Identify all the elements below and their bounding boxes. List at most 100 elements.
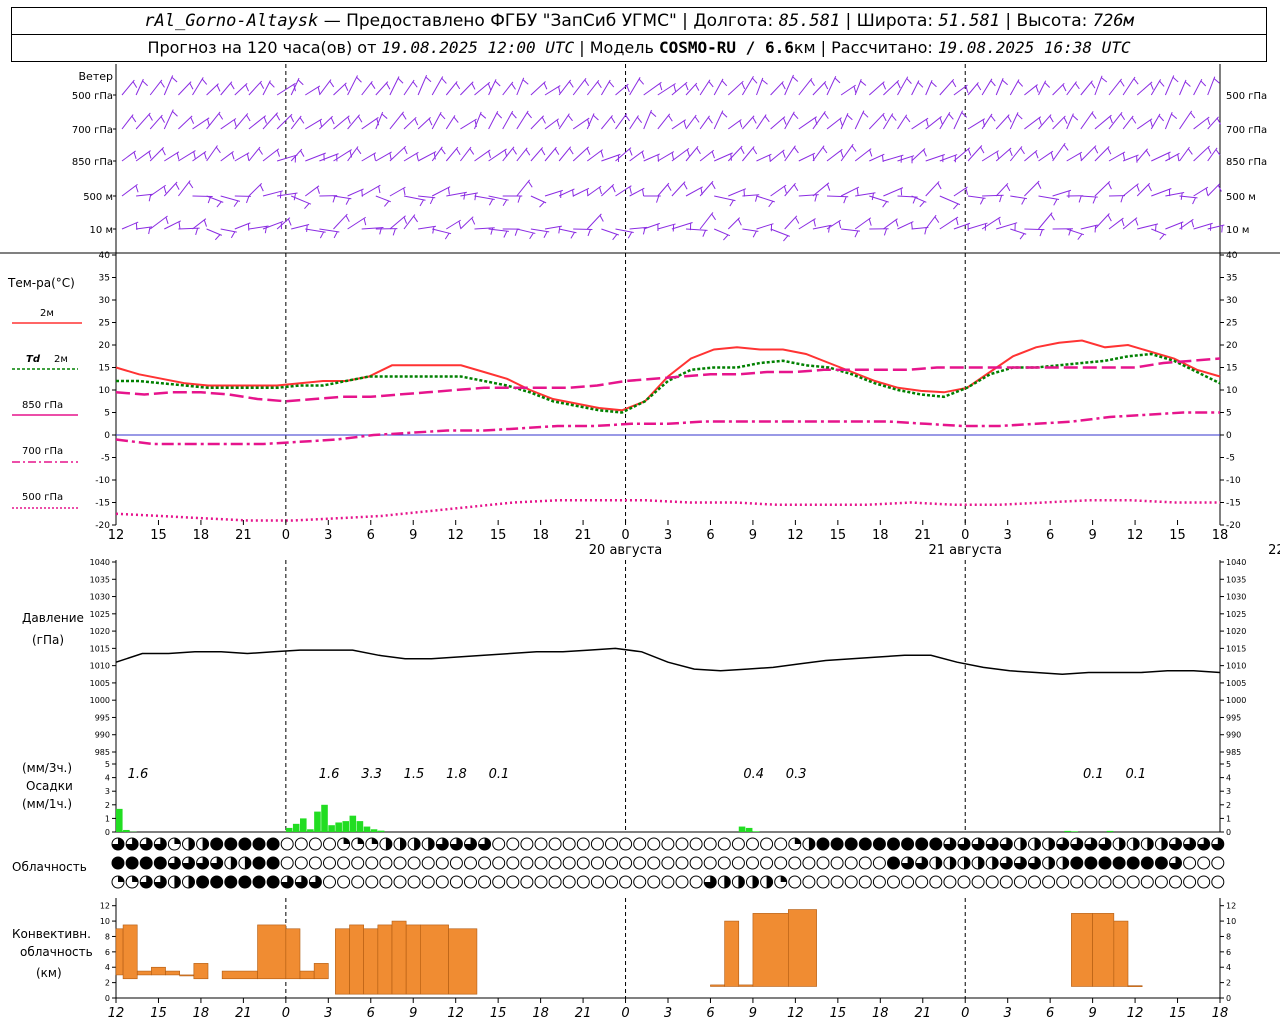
wind-barb-4-61 bbox=[981, 216, 1001, 230]
precip-bar-10 bbox=[335, 822, 342, 832]
cloud-circle-1-41 bbox=[689, 856, 703, 870]
wind-barb-2-47 bbox=[784, 145, 796, 162]
wind-barb-2-18 bbox=[375, 151, 392, 162]
precip-3h-value-2: 3.3 bbox=[361, 767, 382, 782]
cloud-circle-1-2 bbox=[139, 856, 153, 870]
bottom-time-label-26: 18 bbox=[1212, 1006, 1229, 1021]
conv-tick-label-right-2: 4 bbox=[1226, 963, 1231, 972]
cloud-circle-1-78 bbox=[1211, 856, 1225, 870]
conv-bar-3 bbox=[151, 966, 166, 976]
wind-barb-0-33 bbox=[586, 80, 600, 96]
temp-series-0 bbox=[115, 339, 1221, 412]
wind-barb-1-67 bbox=[1066, 113, 1074, 130]
bottom-time-label-2: 18 bbox=[193, 1006, 210, 1021]
wind-barb-2-63 bbox=[1009, 146, 1023, 162]
wind-barb-0-20 bbox=[403, 79, 415, 96]
wind-barb-3-23 bbox=[446, 191, 467, 197]
prec-tick-label-right-2: 2 bbox=[1226, 801, 1231, 810]
pres-tick-label-left-1: 990 bbox=[95, 731, 110, 740]
cloud-circle-1-73 bbox=[1140, 856, 1154, 870]
wind-barb-3-61 bbox=[982, 194, 1004, 197]
wind-barb-flag-1-4 bbox=[190, 117, 195, 124]
cloud-circle-2-40 bbox=[675, 875, 689, 889]
wind-level-left-3: 500 м bbox=[83, 192, 113, 203]
cloud-circle-2-9 bbox=[238, 875, 252, 889]
wind-barb-flag-2-47 bbox=[793, 147, 799, 154]
wind-barb-1-0 bbox=[121, 114, 134, 130]
conv-tick-label-right-6: 12 bbox=[1226, 902, 1236, 911]
temp-tick-label-right-12: 40 bbox=[1226, 251, 1238, 261]
wind-barb-1-46 bbox=[770, 116, 786, 130]
bottom-time-label-23: 9 bbox=[1088, 1006, 1096, 1021]
wind-barb-0-19 bbox=[389, 76, 400, 96]
wind-barb-1-27 bbox=[502, 110, 514, 130]
precip-3h-value-9: 0.1 bbox=[1126, 767, 1147, 782]
wind-barb-1-10 bbox=[262, 112, 278, 130]
wind-barb-1-75 bbox=[1179, 110, 1193, 130]
wind-barb-flag-0-5 bbox=[201, 78, 208, 85]
pres-tick-label-right-5: 1010 bbox=[1226, 662, 1246, 671]
wind-barb-flag-1-6 bbox=[218, 113, 224, 120]
cloud-circle-2-35 bbox=[605, 875, 618, 889]
bottom-time-label-7: 9 bbox=[409, 1006, 417, 1021]
wind-barb-flag-2-75 bbox=[1187, 148, 1193, 155]
bottom-time-label-22: 6 bbox=[1046, 1006, 1054, 1021]
wind-barb-3-34 bbox=[601, 184, 615, 197]
wind-barb-flag-1-22 bbox=[439, 113, 446, 120]
temp-series-1 bbox=[116, 352, 1221, 414]
pres-tick-label-right-8: 1025 bbox=[1226, 610, 1246, 619]
wind-barb-flag-1-47 bbox=[792, 113, 799, 120]
cloud-circle-1-32 bbox=[562, 856, 576, 870]
wind-barb-flag-1-16 bbox=[357, 115, 363, 123]
wind-barb-flag-1-26 bbox=[496, 112, 503, 119]
wind-barb-1-19 bbox=[389, 111, 405, 130]
wind-barb-0-58 bbox=[939, 78, 955, 96]
cloud-half-0-21 bbox=[414, 838, 421, 850]
cloud-quarter-0-17 bbox=[357, 838, 364, 844]
wind-barb-flag-3-70 bbox=[1120, 195, 1124, 203]
wind-barb-0-23 bbox=[445, 81, 458, 96]
precip-bar-4 bbox=[292, 823, 300, 832]
wind-barb-3-39 bbox=[671, 181, 686, 197]
wind-barb-0-26 bbox=[488, 79, 497, 96]
cloud-circle-2-71 bbox=[1112, 875, 1126, 889]
wind-barb-3-5 bbox=[192, 195, 213, 198]
cloud-quarter-2-1 bbox=[132, 876, 139, 882]
conv-bar-14 bbox=[363, 928, 379, 995]
wind-barb-1-6 bbox=[206, 111, 221, 130]
wind-barb-1-31 bbox=[558, 113, 570, 130]
precip-bar-16 bbox=[377, 830, 385, 832]
prec-tick-label-right-1: 1 bbox=[1226, 814, 1231, 823]
wind-barb-4-11 bbox=[276, 217, 291, 230]
cloud-circle-2-52 bbox=[844, 875, 858, 889]
prec-tick-label-left-5: 5 bbox=[105, 760, 110, 769]
wind-barb-flag-2-17 bbox=[373, 153, 376, 161]
wind-barb-2-72 bbox=[1136, 148, 1148, 162]
time-label-20: 0 bbox=[961, 528, 969, 543]
cloud-quarter-0-16 bbox=[343, 838, 350, 844]
time-label-18: 18 bbox=[872, 528, 889, 543]
wind-barb-3-10 bbox=[262, 190, 284, 197]
time-label-7: 9 bbox=[409, 528, 417, 543]
conv-bar-4 bbox=[165, 970, 180, 976]
wind-barb-flag-0-36 bbox=[638, 78, 645, 85]
wind-barb-4-25 bbox=[474, 227, 495, 230]
wind-barb-flag-0-73 bbox=[1159, 80, 1165, 87]
wind-barb-flag-0-6 bbox=[216, 84, 221, 92]
wind-barb-2-54 bbox=[883, 154, 904, 162]
wind-barb-flag-4-55 bbox=[911, 222, 913, 230]
wind-barb-1-15 bbox=[333, 115, 350, 130]
wind-barb-3-18 bbox=[375, 195, 391, 203]
pres-tick-label-left-8: 1025 bbox=[90, 610, 110, 619]
wind-barb-1-57 bbox=[925, 116, 942, 130]
wind-barb-3-22 bbox=[431, 186, 451, 197]
wind-barb-2-38 bbox=[657, 151, 675, 162]
wind-barb-3-74 bbox=[1165, 191, 1185, 197]
wind-barb-1-14 bbox=[319, 115, 333, 130]
cloud-circle-1-27 bbox=[492, 856, 506, 870]
wind-barb-2-51 bbox=[840, 143, 854, 162]
bottom-time-label-21: 3 bbox=[1004, 1006, 1012, 1021]
precip-3h-value-7: 0.3 bbox=[786, 767, 807, 782]
wind-barb-flag-3-6 bbox=[216, 201, 222, 208]
wind-barb-2-58 bbox=[939, 154, 958, 162]
